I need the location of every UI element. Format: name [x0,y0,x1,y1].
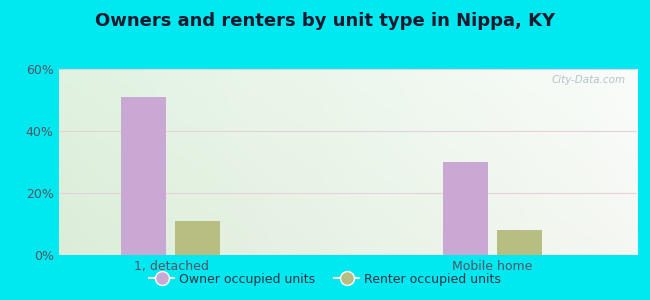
Text: Owners and renters by unit type in Nippa, KY: Owners and renters by unit type in Nippa… [95,12,555,30]
Bar [443,162,488,255]
Bar [122,97,166,255]
Text: City-Data.com: City-Data.com [551,75,625,85]
Bar [497,230,542,255]
Bar [176,221,220,255]
Legend: Owner occupied units, Renter occupied units: Owner occupied units, Renter occupied un… [144,268,506,291]
